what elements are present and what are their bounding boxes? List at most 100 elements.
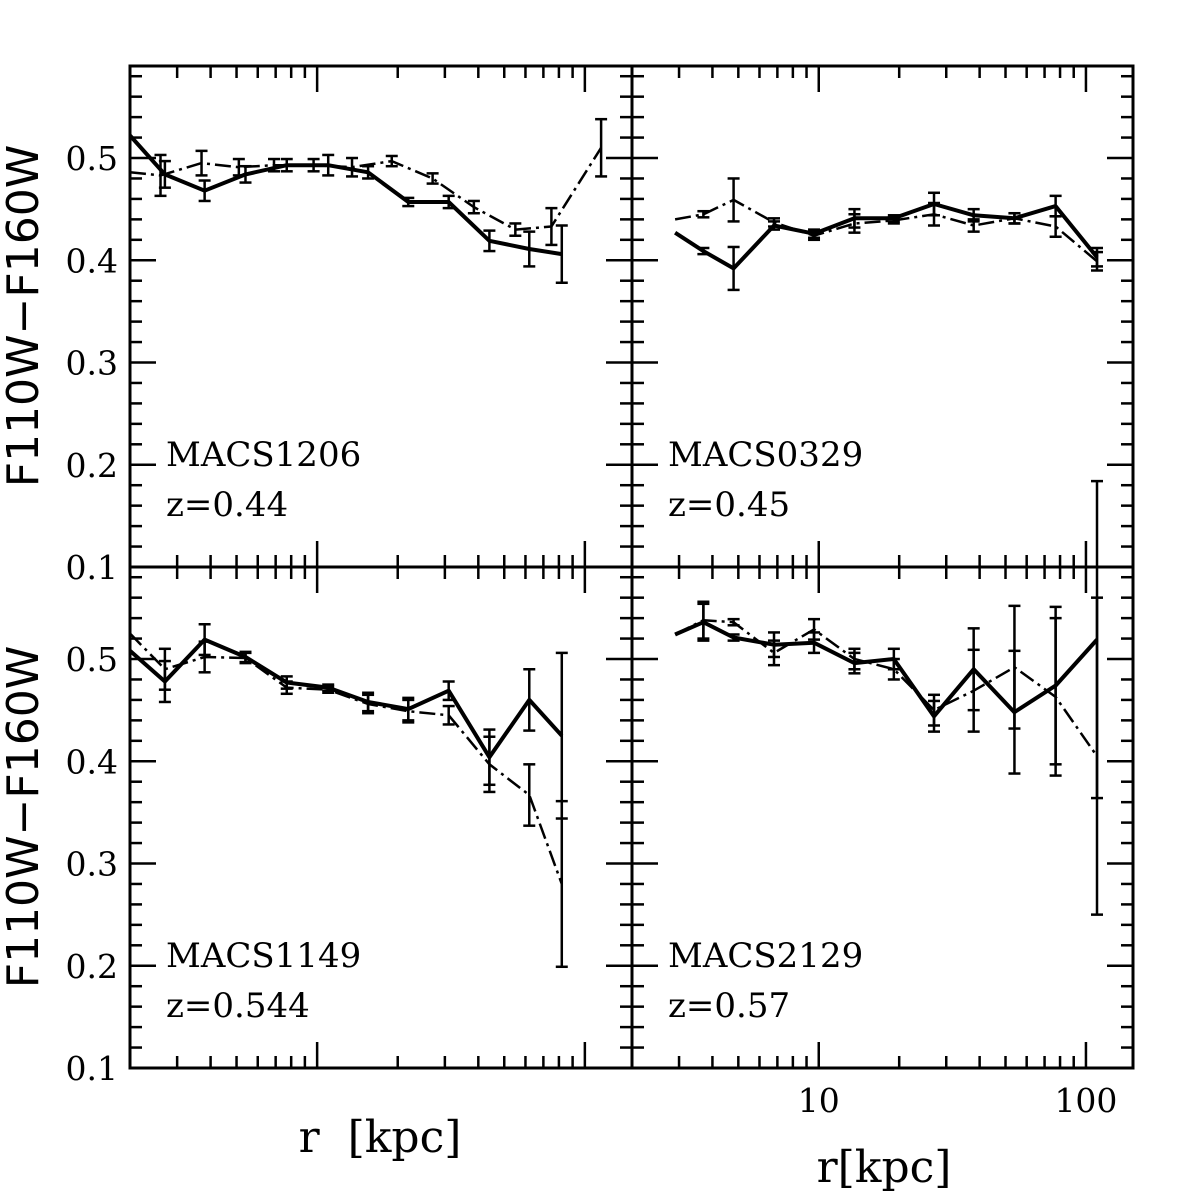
error-bar: [523, 763, 536, 827]
y-tick-label: 0.3: [66, 344, 118, 383]
error-bar: [385, 154, 398, 168]
x-tick-label: 100: [1054, 1081, 1117, 1120]
panel-macs1149: 0.1 0.2 0.3 0.4 0.5 MACS1149 z=0.544: [66, 565, 634, 1088]
x-tick-label: 10: [798, 1081, 840, 1120]
error-bar: [727, 177, 740, 223]
error-bar: [195, 149, 208, 177]
axis-ticks: [630, 66, 1133, 569]
cluster-name: MACS1206: [166, 435, 361, 475]
series-line: [674, 202, 1099, 271]
series-line: [128, 637, 564, 760]
series-line: [674, 618, 1099, 757]
error-bar: [322, 685, 335, 695]
error-bar: [280, 680, 293, 696]
error-bar: [768, 639, 781, 667]
error-bar: [509, 222, 522, 237]
error-bar: [545, 206, 558, 247]
error-bar: [1008, 604, 1021, 730]
error-bar: [198, 179, 211, 203]
panel-macs2129: 10 100 MACS2129 z=0.57: [630, 479, 1135, 1120]
error-bar: [322, 153, 335, 177]
error-bar: [967, 648, 980, 733]
error-bar: [198, 640, 211, 674]
error-bar: [808, 617, 821, 641]
y-tick-label: 0.5: [66, 640, 118, 679]
error-bar: [967, 218, 980, 233]
error-bar: [483, 735, 496, 794]
error-bar: [523, 230, 536, 268]
error-bar: [239, 651, 252, 665]
redshift-label: z=0.45: [668, 485, 790, 525]
error-bar: [158, 647, 171, 691]
series-dash-dot: [129, 117, 608, 247]
error-bar: [307, 157, 320, 173]
cluster-name: MACS1149: [166, 936, 361, 976]
panel-macs1206: 0.1 0.2 0.3 0.4 0.5 MACS1206 z=0.44: [66, 64, 634, 587]
error-bar: [928, 201, 941, 227]
error-bar: [595, 117, 608, 178]
error-bar: [346, 156, 359, 178]
y-tick-label: 0.2: [66, 446, 118, 485]
y-tick-label: 0.2: [66, 947, 118, 986]
series-solid: [128, 134, 568, 285]
series-dash-dot: [129, 632, 568, 969]
error-bar: [426, 172, 439, 185]
error-bar: [267, 157, 280, 173]
error-bar: [442, 680, 455, 702]
error-bar: [697, 600, 710, 640]
panels-group: 0.1 0.2 0.3 0.4 0.5 MACS1206 z=0.44 MACS0329 z=0…: [66, 64, 1135, 1120]
error-bar: [1049, 616, 1062, 777]
y-tick-label: 0.4: [66, 742, 118, 781]
redshift-label: z=0.57: [668, 986, 790, 1026]
series-dash-dot: [674, 596, 1104, 916]
error-bar: [1008, 211, 1021, 225]
axis-ticks: [630, 567, 1133, 1070]
error-bar: [402, 698, 415, 724]
series-line: [128, 134, 563, 257]
y-tick-label: 0.4: [66, 241, 118, 280]
error-bar: [887, 657, 900, 681]
panel-macs0329: MACS0329 z=0.45: [630, 64, 1135, 569]
error-bar: [232, 157, 245, 177]
error-bar: [442, 194, 455, 210]
redshift-label: z=0.44: [166, 485, 288, 525]
error-bar: [442, 704, 455, 726]
error-bar: [1049, 215, 1062, 238]
error-bar: [727, 633, 740, 642]
error-bar: [154, 153, 167, 198]
error-bar: [887, 216, 900, 225]
cluster-name: MACS0329: [668, 435, 863, 475]
error-bar: [1091, 596, 1104, 916]
y-tick-label: 0.1: [66, 1049, 118, 1088]
panel-frame: [630, 565, 1135, 1070]
series-line: [674, 198, 1098, 263]
y-tick-label: 0.5: [66, 139, 118, 178]
error-bar: [848, 647, 861, 671]
error-bar: [808, 230, 821, 242]
axis-ticks: [128, 567, 632, 1070]
error-bar: [483, 229, 496, 253]
error-bar: [523, 667, 536, 732]
redshift-label: z=0.544: [166, 986, 310, 1026]
series-dash-dot: [674, 177, 1104, 272]
error-bar: [697, 209, 710, 219]
x-axis-label-left: r [kpc]: [299, 1112, 462, 1163]
error-bar: [727, 245, 740, 292]
error-bar: [848, 213, 861, 234]
error-bar: [1091, 250, 1104, 272]
x-axis-label-right: r[kpc]: [817, 1142, 952, 1193]
error-bar: [402, 196, 415, 208]
error-bar: [467, 199, 480, 215]
y-axis-label-bottom: F110W−F160W: [0, 646, 49, 988]
y-axis-labels: F110W−F160W F110W−F160W: [0, 145, 49, 988]
x-axis-labels: r [kpc] r[kpc]: [299, 1112, 952, 1193]
series-line: [129, 632, 563, 885]
y-tick-label: 0.3: [66, 845, 118, 884]
error-bar: [928, 693, 941, 727]
error-bar: [362, 693, 375, 715]
error-bar: [768, 217, 781, 228]
error-bar: [727, 617, 740, 627]
error-bar: [555, 224, 568, 285]
